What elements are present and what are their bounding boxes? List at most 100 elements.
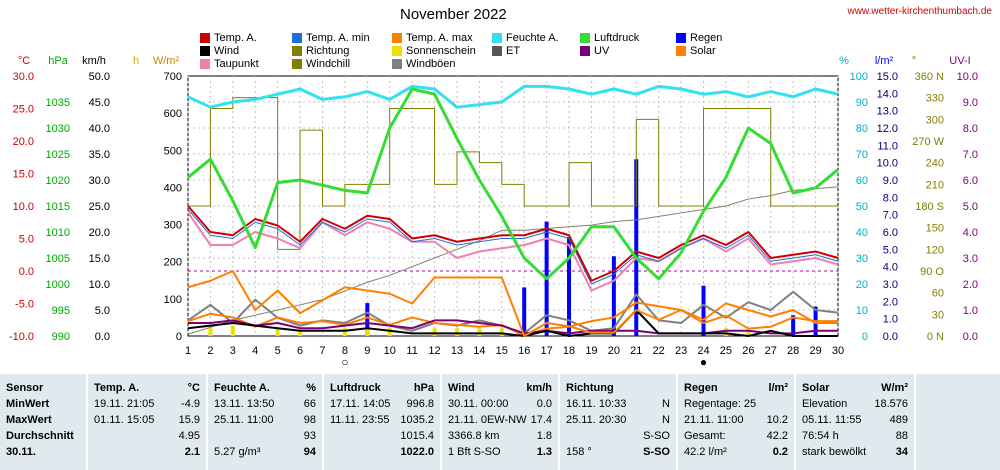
wind-axis-tick: 45.0 bbox=[89, 97, 110, 109]
richtung-avg: S-SO bbox=[643, 430, 670, 442]
label-min: MinWert bbox=[6, 398, 50, 410]
solar-max-time: 05.11. 11:55 bbox=[802, 414, 862, 426]
rain-bar bbox=[611, 256, 616, 336]
rain-axis-unit: l/m² bbox=[875, 55, 894, 67]
sunshine-bar bbox=[230, 325, 235, 336]
humidity-axis-tick: 40 bbox=[856, 227, 868, 239]
legend-label: Richtung bbox=[306, 45, 350, 57]
legend-swatch bbox=[292, 33, 302, 43]
x-tick-label: 8 bbox=[342, 345, 348, 357]
legend-swatch bbox=[492, 33, 502, 43]
pressure-axis-tick: 1005 bbox=[46, 253, 70, 265]
legend-item: Regen bbox=[676, 32, 722, 44]
direction-axis-tick: 270 W bbox=[912, 136, 944, 148]
regen-max-time: 21.11. 11:00 bbox=[684, 414, 744, 426]
feuchte-unit: % bbox=[306, 382, 316, 394]
pressure-axis-tick: 1025 bbox=[46, 149, 70, 161]
direction-axis-tick: 180 S bbox=[915, 201, 944, 213]
x-tick-label: 7 bbox=[319, 345, 325, 357]
x-tick-label: 25 bbox=[720, 345, 732, 357]
solar-axis-tick: 500 bbox=[164, 145, 182, 157]
direction-axis-tick: 300 bbox=[926, 114, 944, 126]
chart-title: November 2022 bbox=[400, 6, 507, 23]
direction-axis-tick: 330 bbox=[926, 93, 944, 105]
legend-swatch bbox=[292, 59, 302, 69]
label-max: MaxWert bbox=[6, 414, 52, 426]
solar-axis-tick: 400 bbox=[164, 182, 182, 194]
x-tick-label: 12 bbox=[428, 345, 440, 357]
luftdruck-avg: 1015.4 bbox=[400, 430, 434, 442]
rain-bar bbox=[567, 237, 572, 336]
sunshine-bar bbox=[499, 328, 504, 336]
uv-axis-tick: 5.0 bbox=[963, 201, 978, 213]
legend-label: Wind bbox=[214, 45, 240, 57]
sunshine-bar bbox=[298, 330, 303, 336]
wind-axis-tick: 20.0 bbox=[89, 227, 110, 239]
humidity-axis-tick: 90 bbox=[856, 97, 868, 109]
temp-axis-tick: 20.0 bbox=[13, 136, 34, 148]
feuchte-max-value: 98 bbox=[303, 414, 316, 426]
pressure-axis-tick: 1015 bbox=[46, 201, 70, 213]
solar-axis-tick: 300 bbox=[164, 220, 182, 232]
label-avg: Durchschnitt bbox=[6, 430, 74, 442]
direction-axis-tick: 210 bbox=[926, 179, 944, 191]
direction-axis-tick: 60 bbox=[932, 288, 944, 300]
legend-swatch bbox=[200, 59, 210, 69]
wind-distance: 3366.8 km bbox=[448, 430, 500, 442]
temp-axis-tick: 5.0 bbox=[19, 234, 34, 246]
temp-current: 2.1 bbox=[184, 446, 200, 458]
x-tick-label: 17 bbox=[540, 345, 552, 357]
rain-axis-tick: 4.0 bbox=[883, 262, 898, 274]
stats-temp: Temp. A. °C 19.11. 21:05 -4.9 01.11. 15:05… bbox=[88, 374, 206, 470]
humidity-axis-tick: 30 bbox=[856, 253, 868, 265]
humidity-axis-tick: 10 bbox=[856, 305, 868, 317]
wind-min-time: 30.11. 00:00 bbox=[448, 398, 509, 410]
sunshine-bar bbox=[342, 328, 347, 336]
solar-axis-tick: 600 bbox=[164, 108, 182, 120]
uv-axis-tick: 6.0 bbox=[963, 175, 978, 187]
richtung-current: S-SO bbox=[643, 446, 670, 458]
legend-label: Solar bbox=[690, 45, 716, 57]
solar-current: 34 bbox=[895, 446, 908, 458]
legend-label: Feuchte A. bbox=[506, 32, 559, 44]
rain-bar bbox=[791, 315, 796, 336]
rain-bar bbox=[365, 303, 370, 336]
wind-title: Wind bbox=[448, 382, 475, 394]
direction-axis-tick: 240 bbox=[926, 158, 944, 170]
regen-unit: l/m² bbox=[768, 382, 788, 394]
luftdruck-title: Luftdruck bbox=[330, 382, 381, 394]
wind-axis-tick: 10.0 bbox=[89, 279, 110, 291]
humidity-axis-tick: 70 bbox=[856, 149, 868, 161]
x-tick-label: 30 bbox=[832, 345, 844, 357]
x-tick-label: 6 bbox=[297, 345, 303, 357]
wind-min-value: 0.0 bbox=[536, 398, 552, 410]
x-tick-label: 13 bbox=[451, 345, 463, 357]
x-tick-label: 14 bbox=[473, 345, 485, 357]
wind-axis-tick: 35.0 bbox=[89, 149, 110, 161]
richtung-max-time: 25.11. 20:30 bbox=[566, 414, 627, 426]
x-tick-label: 15 bbox=[496, 345, 508, 357]
sunshine-bar bbox=[275, 328, 280, 336]
legend-label: ET bbox=[506, 45, 521, 57]
website-url[interactable]: www.wetter-kirchenthumbach.de bbox=[847, 6, 992, 17]
pressure-axis-tick: 1030 bbox=[46, 123, 70, 135]
legend-item: Solar bbox=[676, 45, 716, 57]
rain-axis-tick: 3.0 bbox=[883, 279, 898, 291]
uv-axis-tick: 10.0 bbox=[957, 71, 978, 83]
rain-bar bbox=[701, 285, 706, 336]
legend-swatch bbox=[676, 33, 686, 43]
x-tick-label: 11 bbox=[406, 345, 417, 357]
uv-axis-unit: UV-I bbox=[949, 55, 970, 67]
stats-feuchte: Feuchte A.% 13.11. 13:50 66 25.11. 11:00 9… bbox=[208, 374, 322, 470]
wind-axis-unit: km/h bbox=[82, 55, 106, 67]
wind-axis-tick: 50.0 bbox=[89, 71, 110, 83]
temp-max-series-line bbox=[187, 270, 838, 337]
temp-axis-tick: -10.0 bbox=[9, 331, 34, 343]
feuchte-min-value: 66 bbox=[303, 398, 316, 410]
regen-max-value: 10.2 bbox=[766, 414, 788, 426]
direction-axis-tick: 150 bbox=[926, 223, 944, 235]
humidity-axis-tick: 0 bbox=[862, 331, 868, 343]
richtung-degrees: 158 ° bbox=[566, 446, 592, 458]
luftdruck-max-time: 11.11. 23:55 bbox=[330, 414, 390, 426]
legend-label: Temp. A. min bbox=[306, 32, 370, 44]
